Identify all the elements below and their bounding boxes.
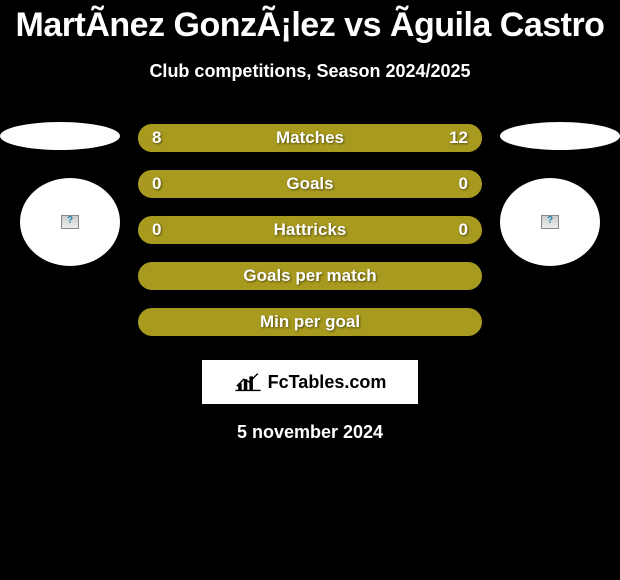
stat-value-right: 0 <box>459 174 468 194</box>
stat-row: 8Matches12 <box>138 124 482 152</box>
stat-row: 0Hattricks0 <box>138 216 482 244</box>
player-avatar-left <box>0 122 120 150</box>
page-title: MartÃnez GonzÃ¡lez vs Ãguila Castro <box>0 0 620 45</box>
flag-icon <box>541 215 559 229</box>
stat-label: Goals <box>140 174 480 194</box>
stat-label: Hattricks <box>140 220 480 240</box>
date-text: 5 november 2024 <box>0 422 620 443</box>
branding-badge: FcTables.com <box>202 360 418 404</box>
subtitle: Club competitions, Season 2024/2025 <box>0 61 620 82</box>
player-avatar-right <box>500 122 620 150</box>
stat-value-left: 0 <box>152 174 161 194</box>
team-logo-right <box>500 178 600 266</box>
stat-value-right: 0 <box>459 220 468 240</box>
stat-row: Goals per match <box>138 262 482 290</box>
stat-label: Min per goal <box>140 312 480 332</box>
team-logo-left <box>20 178 120 266</box>
chart-icon <box>234 371 262 393</box>
stat-value-right: 12 <box>449 128 468 148</box>
stat-value-left: 0 <box>152 220 161 240</box>
stat-row: 0Goals0 <box>138 170 482 198</box>
stat-label: Goals per match <box>140 266 480 286</box>
stat-value-left: 8 <box>152 128 161 148</box>
stat-row: Min per goal <box>138 308 482 336</box>
flag-icon <box>61 215 79 229</box>
branding-text: FcTables.com <box>268 372 387 393</box>
